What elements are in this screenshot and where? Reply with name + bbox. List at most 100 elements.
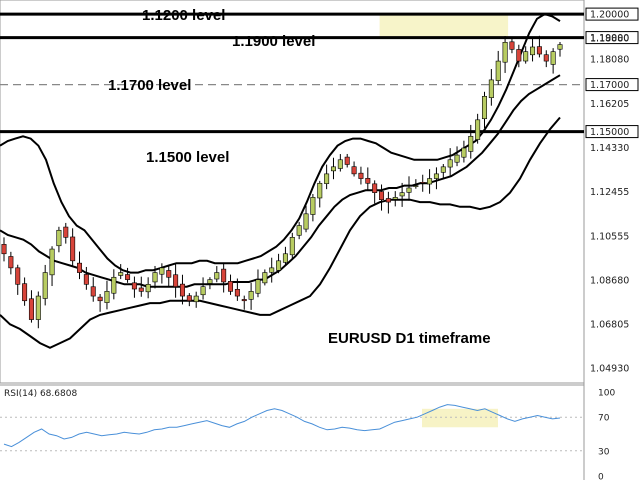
candle-body (324, 173, 330, 184)
candle-body (131, 282, 137, 290)
candle (310, 193, 316, 222)
candle (138, 276, 144, 297)
candle-body (344, 156, 350, 165)
candle (413, 179, 419, 189)
candle-body (399, 192, 405, 197)
candle (56, 226, 62, 253)
candle-body (22, 283, 28, 302)
candle-body (481, 96, 487, 120)
candle-body (193, 295, 199, 303)
candle-body (63, 226, 69, 238)
candle-body (385, 198, 391, 203)
candle-body (90, 286, 96, 297)
price-tick-box (585, 7, 639, 21)
candle (104, 280, 110, 310)
candle (516, 44, 522, 68)
price-tick-label: 1.08680 (590, 276, 629, 287)
candle-body (420, 181, 426, 184)
candle-body (56, 229, 62, 247)
candle-body (207, 279, 213, 284)
price-tick-label: 1.06805 (590, 320, 629, 331)
candle (8, 251, 14, 275)
rsi-highlight (422, 408, 498, 428)
candle (372, 180, 378, 204)
candle-body (427, 178, 433, 185)
candle-body (138, 287, 144, 292)
candle (22, 277, 28, 306)
candle-body (454, 154, 460, 163)
rsi-level-label: 30 (598, 447, 610, 457)
candle (282, 246, 288, 266)
candle (77, 251, 83, 280)
candle-body (351, 166, 357, 175)
level-label-1-12: 1.1200 level (142, 7, 225, 24)
price-tick-label: 1.17000 (590, 80, 629, 91)
price-tick-label: 1.19000 (590, 33, 629, 44)
price-axis-ticks: 1.20000 1.19000 1.18080 1.18880 1.17000 1.162… (585, 7, 639, 375)
candle (317, 180, 323, 208)
candle (49, 246, 55, 287)
candle (269, 257, 275, 283)
candle-body (488, 79, 494, 99)
candle (166, 265, 172, 287)
candle-body (49, 248, 55, 276)
candle-body (228, 281, 234, 292)
candle-body (509, 41, 515, 50)
candle-body (530, 46, 536, 56)
candle (28, 290, 34, 323)
candle (296, 221, 302, 240)
candle (262, 269, 268, 286)
price-tick-label: 1.20000 (590, 10, 629, 21)
candle (324, 164, 330, 190)
candle (557, 42, 563, 57)
bollinger-lower-band (0, 116, 561, 349)
rsi-line (3, 404, 561, 448)
candle-body (365, 177, 371, 184)
candle (385, 191, 391, 214)
candle-body (317, 182, 323, 199)
candle (523, 46, 529, 64)
candle-body (392, 197, 398, 200)
candle (70, 228, 76, 266)
candle (495, 50, 501, 85)
candle-body (502, 41, 508, 63)
timeframe-label: EURUSD D1 timeframe (328, 330, 491, 347)
candle (90, 277, 96, 302)
candle (1, 237, 7, 262)
candle-body (372, 183, 378, 193)
candle-body (70, 236, 76, 262)
candle (193, 291, 199, 308)
candle-body (241, 299, 247, 302)
candle (399, 182, 405, 207)
candle (303, 205, 309, 233)
candle-body (550, 51, 556, 65)
price-tick-label: 1.12455 (590, 187, 629, 198)
candle-body (248, 291, 254, 300)
level-label-1-19: 1.1900 level (232, 33, 315, 50)
candle (145, 277, 151, 299)
level-label-1-15: 1.1500 level (146, 149, 229, 166)
candle-body (495, 60, 501, 81)
rsi-level-label: 0 (598, 473, 604, 480)
candle (276, 253, 282, 274)
candle-body (159, 267, 165, 275)
candle (475, 113, 481, 144)
candle-body (8, 256, 14, 269)
candle (365, 167, 371, 191)
candle (15, 264, 21, 295)
candle-body (28, 298, 34, 320)
candle (186, 293, 192, 307)
candle (228, 274, 234, 295)
candle (351, 161, 357, 177)
candle-body (186, 295, 192, 302)
candle (131, 276, 137, 298)
candle (550, 48, 556, 74)
level-lines (0, 12, 584, 134)
candle-body (516, 49, 522, 62)
candle (358, 166, 364, 185)
candle-body (15, 267, 21, 285)
candle-body (269, 267, 275, 273)
candle (255, 269, 261, 298)
candle-body (330, 166, 336, 172)
